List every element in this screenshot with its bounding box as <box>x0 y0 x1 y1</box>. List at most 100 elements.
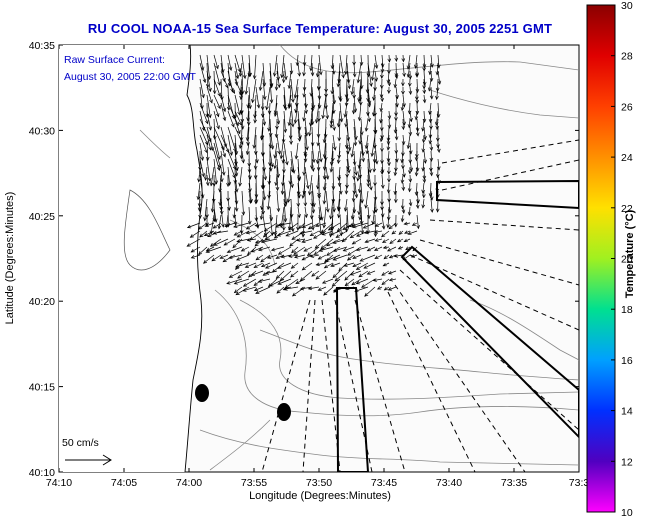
current-vector-head <box>235 291 240 296</box>
current-vector <box>269 134 271 148</box>
current-vector <box>254 94 257 118</box>
current-vector-head <box>262 196 267 201</box>
current-vector-head <box>350 153 355 158</box>
current-vector-head <box>247 251 252 256</box>
current-vector <box>276 126 278 138</box>
current-vector-head <box>281 79 286 84</box>
current-vector <box>240 142 243 159</box>
current-vector <box>350 270 362 276</box>
current-vector-head <box>407 188 412 193</box>
current-vector-head <box>246 238 251 242</box>
current-vector-head <box>282 226 286 231</box>
current-vector <box>402 94 405 107</box>
current-vector <box>430 190 433 200</box>
coastline <box>184 45 203 472</box>
current-vector <box>213 102 219 117</box>
current-vector <box>213 62 221 86</box>
current-vector-head <box>258 86 263 92</box>
current-vector-head <box>374 160 379 165</box>
current-vector <box>423 54 425 68</box>
current-vector <box>374 254 383 259</box>
current-vector <box>241 118 244 130</box>
colorbar-tick-label: 28 <box>621 51 633 63</box>
current-vector-head <box>386 189 391 194</box>
current-vector-head <box>315 275 320 280</box>
current-vector-head <box>244 90 249 95</box>
current-vector-head <box>398 231 403 235</box>
current-vector <box>339 102 343 122</box>
current-vector-head <box>309 215 314 220</box>
current-vector <box>199 78 204 98</box>
current-vector <box>278 222 292 226</box>
current-vector <box>332 134 336 150</box>
current-vector <box>303 62 306 76</box>
current-vector-head <box>350 90 355 96</box>
current-vector-head <box>276 289 281 294</box>
current-vector-head <box>436 148 441 154</box>
current-vector-head <box>421 204 426 209</box>
current-vector <box>381 54 384 68</box>
current-vector <box>220 134 230 153</box>
current-vector-head <box>253 175 258 180</box>
current-vector <box>300 230 313 234</box>
current-vector-head <box>351 110 356 115</box>
current-vector <box>395 150 398 163</box>
current-vector-head <box>342 226 347 230</box>
current-vector <box>285 278 299 289</box>
current-vector <box>409 158 412 172</box>
current-vector-head <box>302 117 306 122</box>
current-vector-head <box>205 83 210 89</box>
current-vector <box>261 262 271 267</box>
current-vector <box>423 150 426 164</box>
current-vector <box>346 126 351 151</box>
current-vector-head <box>217 81 221 86</box>
current-vector <box>234 174 238 192</box>
current-vector <box>262 158 266 180</box>
current-vector-head <box>355 280 360 285</box>
current-vector <box>384 286 390 291</box>
current-vector-head <box>337 182 342 188</box>
current-vector <box>212 190 215 212</box>
current-vector-head <box>311 158 316 164</box>
current-vector <box>330 214 334 237</box>
current-vector-head <box>380 135 384 140</box>
current-vector-head <box>233 289 238 294</box>
current-vector-head <box>221 223 225 228</box>
current-vector-head <box>253 287 259 292</box>
current-vector-head <box>387 170 391 175</box>
current-vector <box>404 222 411 225</box>
current-vector-head <box>245 225 251 230</box>
current-vector-head <box>318 248 323 252</box>
current-vector <box>300 270 313 281</box>
current-vector <box>416 198 419 209</box>
current-vector-head <box>240 125 245 130</box>
current-vector <box>332 166 334 190</box>
current-vector <box>288 182 292 203</box>
current-vector-head <box>371 112 376 117</box>
current-vector <box>412 222 418 226</box>
current-vector-head <box>285 232 290 237</box>
current-vector <box>317 166 320 189</box>
current-vector-head <box>277 222 282 227</box>
current-vector <box>353 126 356 146</box>
current-vector <box>205 166 208 181</box>
current-vector <box>227 134 233 156</box>
current-vector <box>261 118 264 140</box>
current-vector-head <box>386 146 391 151</box>
current-vector-head <box>358 140 362 145</box>
current-vector-head <box>290 168 295 173</box>
current-vector-head <box>393 172 398 177</box>
current-vector-head <box>386 158 391 163</box>
x-tick-label: 74:10 <box>46 477 72 489</box>
current-vector <box>253 278 264 286</box>
current-vector <box>241 70 244 94</box>
current-vector-head <box>260 152 265 157</box>
current-vector-head <box>244 264 249 268</box>
current-vector <box>227 54 232 71</box>
current-vector-head <box>275 255 280 259</box>
current-vector-head <box>204 141 209 146</box>
current-vector-head <box>379 138 384 143</box>
current-vector <box>290 102 294 127</box>
current-vector <box>206 134 212 151</box>
current-vector <box>303 110 306 121</box>
